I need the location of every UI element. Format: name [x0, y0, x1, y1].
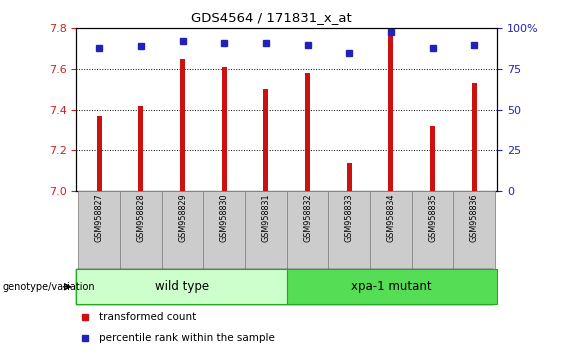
- Bar: [347, 163, 352, 191]
- Bar: [162, 191, 203, 269]
- Bar: [97, 116, 102, 191]
- Text: GSM958831: GSM958831: [262, 194, 271, 242]
- Bar: [263, 90, 268, 191]
- Bar: [370, 191, 412, 269]
- Bar: [138, 106, 144, 191]
- Text: GSM958827: GSM958827: [95, 194, 104, 242]
- Text: GDS4564 / 171831_x_at: GDS4564 / 171831_x_at: [191, 11, 351, 24]
- Text: xpa-1 mutant: xpa-1 mutant: [351, 280, 431, 293]
- Bar: [76, 269, 286, 304]
- Text: GSM958835: GSM958835: [428, 194, 437, 242]
- Bar: [454, 191, 495, 269]
- Bar: [430, 126, 435, 191]
- Text: transformed count: transformed count: [99, 312, 197, 322]
- Bar: [180, 59, 185, 191]
- Text: GSM958832: GSM958832: [303, 194, 312, 242]
- Bar: [305, 73, 310, 191]
- Bar: [412, 191, 454, 269]
- Bar: [203, 191, 245, 269]
- Bar: [221, 67, 227, 191]
- Bar: [286, 191, 328, 269]
- Text: GSM958830: GSM958830: [220, 194, 229, 242]
- Bar: [388, 34, 393, 191]
- Text: GSM958829: GSM958829: [178, 194, 187, 242]
- Bar: [328, 191, 370, 269]
- Text: GSM958833: GSM958833: [345, 194, 354, 242]
- Text: GSM958834: GSM958834: [386, 194, 396, 242]
- Bar: [286, 269, 497, 304]
- Text: wild type: wild type: [155, 280, 210, 293]
- Bar: [79, 191, 120, 269]
- Bar: [472, 83, 477, 191]
- Bar: [120, 191, 162, 269]
- Text: genotype/variation: genotype/variation: [3, 282, 95, 292]
- Text: GSM958828: GSM958828: [136, 194, 145, 242]
- Bar: [245, 191, 286, 269]
- Text: percentile rank within the sample: percentile rank within the sample: [99, 332, 275, 343]
- Text: GSM958836: GSM958836: [470, 194, 479, 242]
